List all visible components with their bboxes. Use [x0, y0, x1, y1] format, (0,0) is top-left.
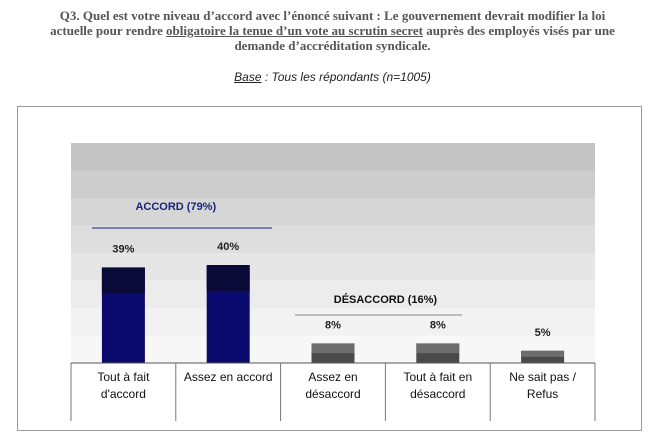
category-label-line: Tout à fait en: [403, 370, 472, 384]
category-label-line: Ne sait pas /: [509, 370, 576, 384]
category-label-line: Assez en accord: [184, 370, 273, 384]
value-label: 8%: [325, 319, 341, 331]
category-label-line: Tout à fait: [97, 370, 150, 384]
base-note: Base : Tous les répondants (n=1005): [0, 70, 665, 84]
background-band: [71, 280, 595, 309]
category-label-line: Refus: [527, 387, 558, 401]
category-label: Assez en désaccord: [305, 370, 360, 401]
background-band: [71, 225, 595, 254]
value-label: 40%: [217, 241, 239, 253]
value-label: 8%: [430, 319, 446, 331]
question-underlined-phrase: obligatoire la tenue d’un vote au scruti…: [166, 23, 423, 38]
value-label: 39%: [112, 243, 134, 255]
question-line-2: actuelle pour rendre obligatoire la tenu…: [0, 23, 665, 38]
base-label: Base: [234, 70, 262, 84]
question-line-2-end: auprès des employés visés par une: [423, 23, 615, 38]
bar-highlight: [521, 350, 565, 357]
background-band: [71, 143, 595, 171]
bar-highlight: [101, 267, 145, 294]
background-band: [71, 253, 595, 281]
question-line-3: demande d’accréditation syndicale.: [234, 38, 431, 53]
category-axis: Tout à fait d'accord Assez en accord Assez …: [70, 362, 596, 421]
bar-highlight: [206, 265, 250, 291]
category-label: Tout à fait en désaccord: [403, 370, 472, 401]
background-band: [71, 308, 595, 336]
question-text: Q3. Quel est votre niveau d’accord avec …: [0, 8, 665, 53]
category-label-line: désaccord: [305, 387, 360, 401]
bar-highlight: [311, 343, 355, 354]
background-band: [71, 170, 595, 199]
category-label-line: d'accord: [101, 387, 146, 401]
question-line-2-start: actuelle pour rendre: [50, 23, 167, 38]
question-line-1: Q3. Quel est votre niveau d’accord avec …: [59, 8, 606, 23]
group-label: ACCORD (79%): [135, 201, 216, 213]
value-label: 5%: [535, 327, 551, 339]
category-label: Ne sait pas / Refus: [509, 370, 576, 401]
group-label: DÉSACCORD (16%): [334, 293, 438, 306]
base-text: : Tous les répondants (n=1005): [261, 70, 431, 84]
bars: 39% 40% 8% 8% 5%: [101, 241, 565, 363]
background-band: [71, 198, 595, 226]
group-labels: ACCORD (79%) DÉSACCORD (16%): [92, 201, 462, 316]
category-label-line: désaccord: [410, 387, 465, 401]
category-label: Assez en accord: [184, 370, 273, 384]
category-label-line: Assez en: [308, 370, 357, 384]
category-label: Tout à fait d'accord: [97, 370, 150, 401]
bar-highlight: [416, 343, 460, 354]
